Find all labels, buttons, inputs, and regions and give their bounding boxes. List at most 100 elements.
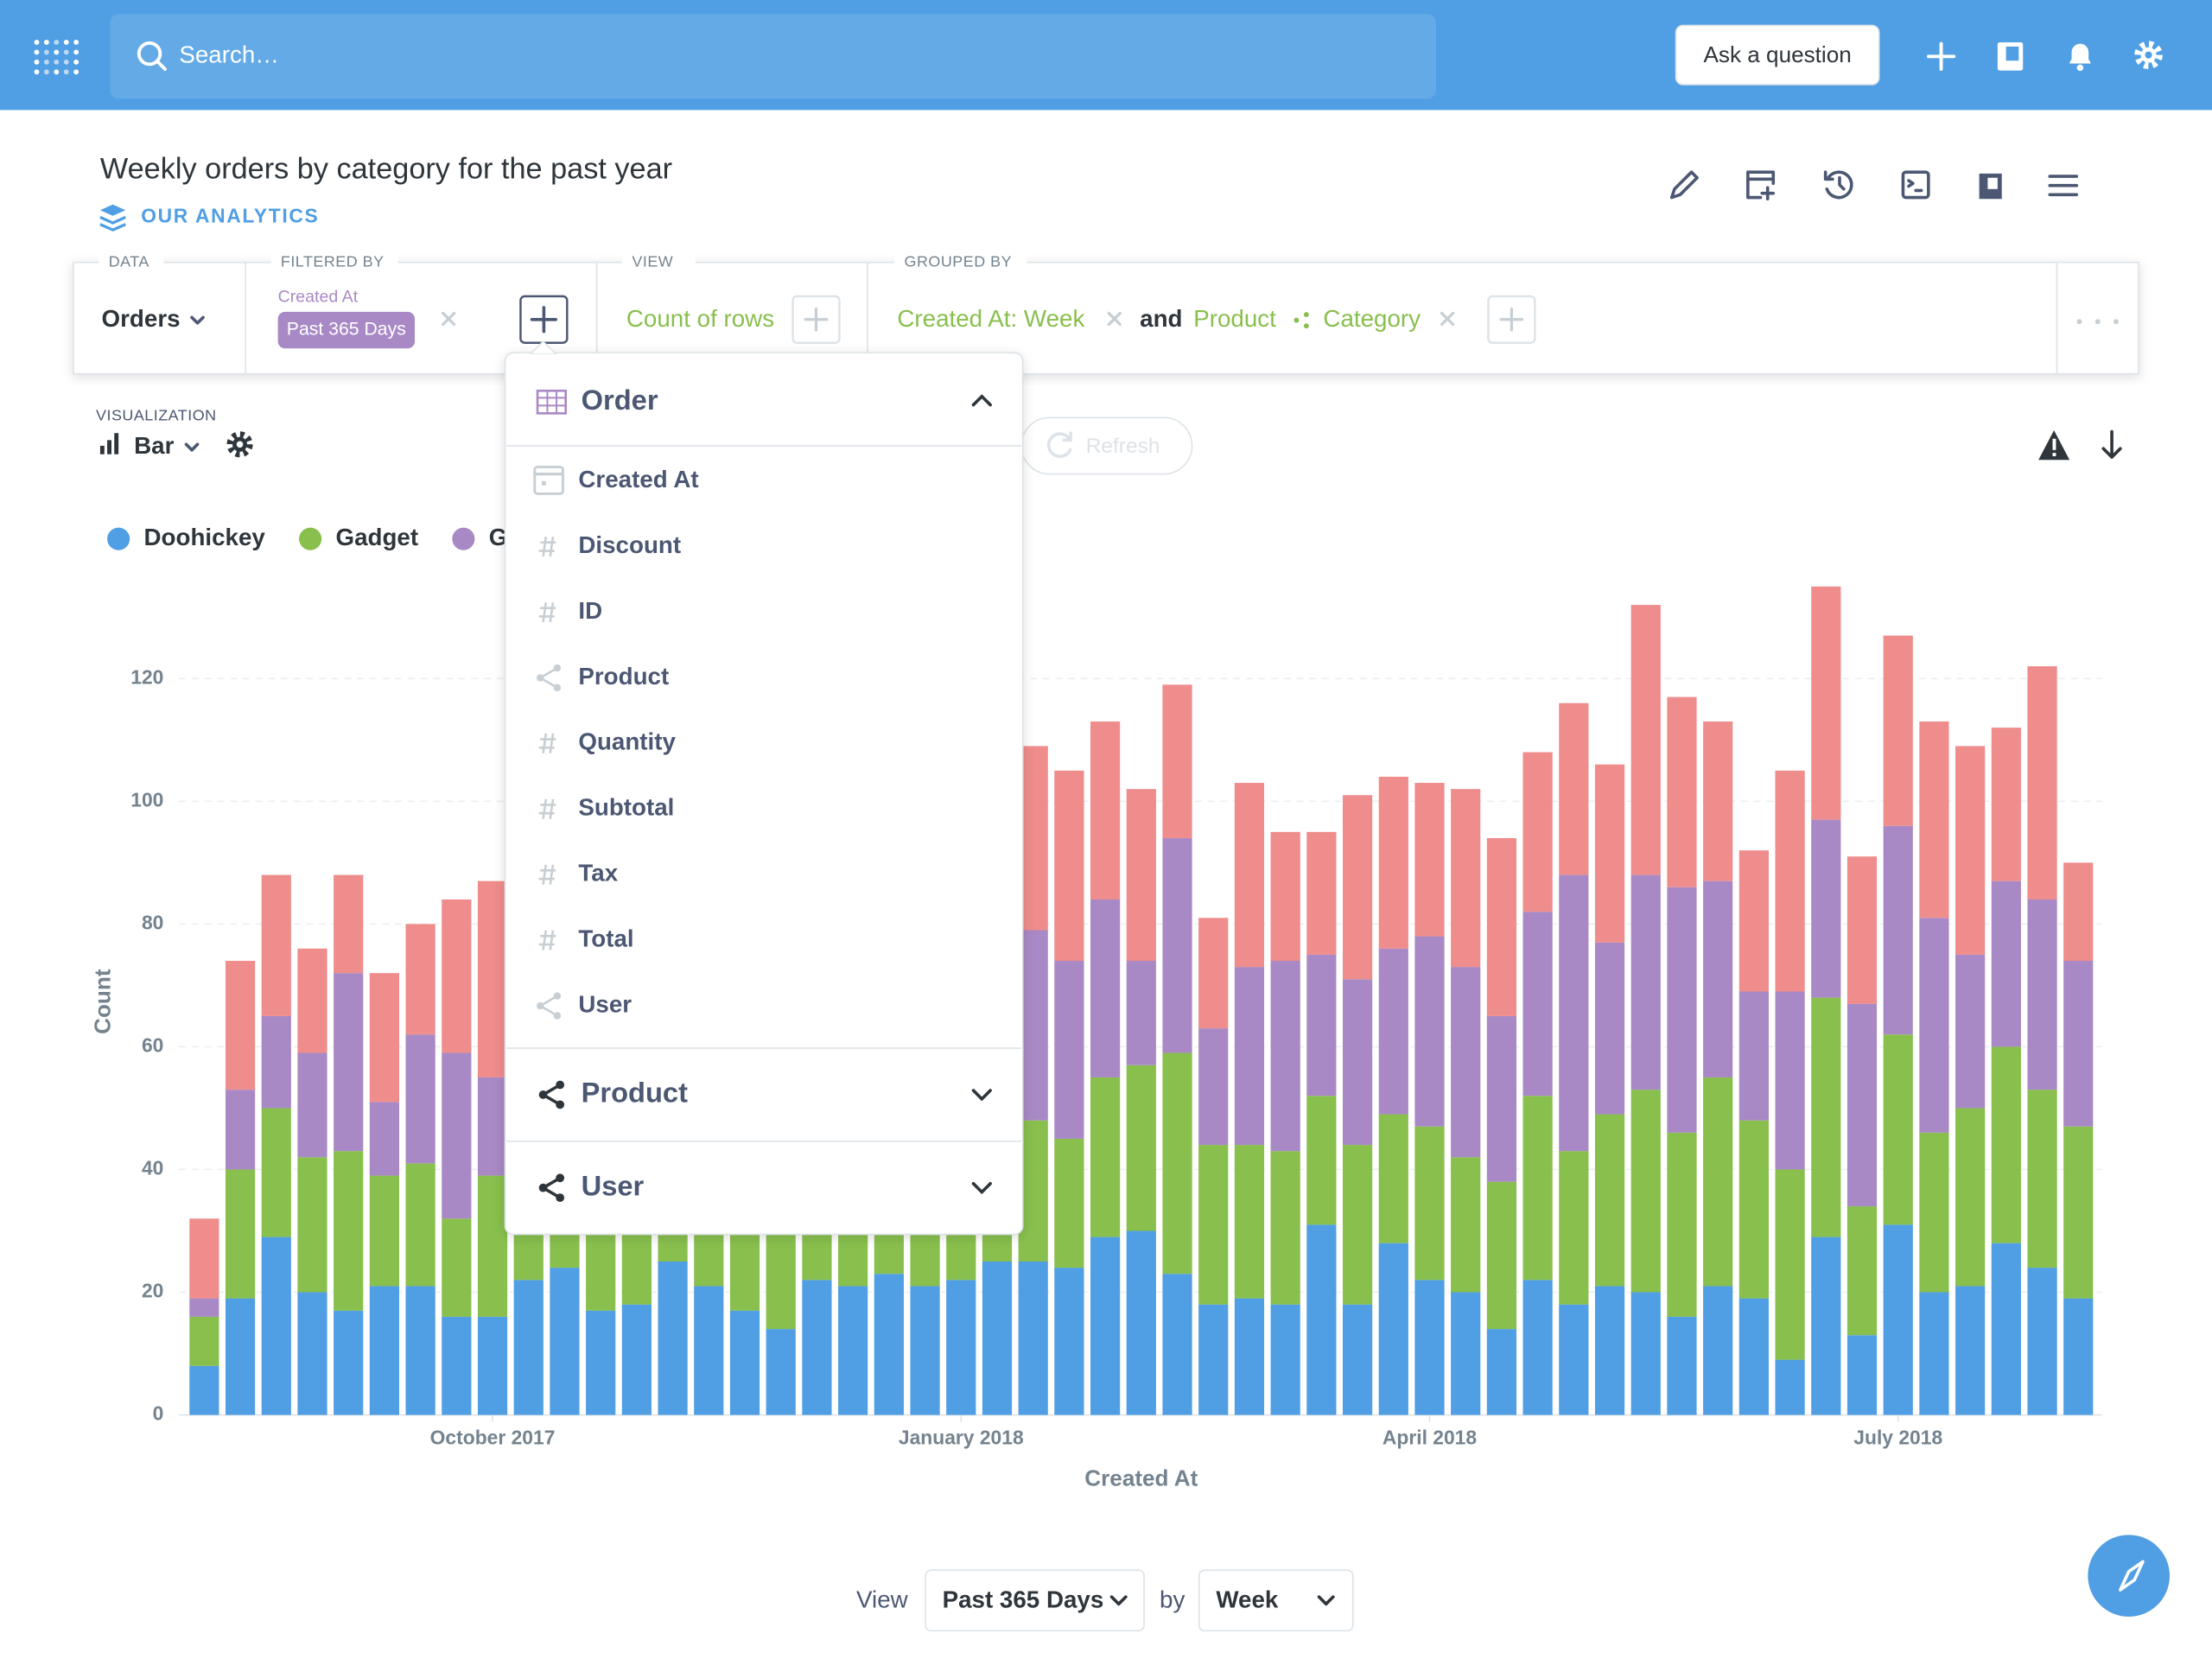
bar-segment [369,1286,400,1415]
breakout[interactable]: Created At: Week [897,305,1084,332]
link-node [538,1090,548,1099]
compass-icon [2119,1560,2145,1592]
field-option[interactable]: User [578,990,632,1017]
unit-select[interactable] [1198,1569,1354,1632]
bar-segment [1919,721,1949,918]
filter-pill[interactable] [277,311,415,349]
bar-segment [1955,1286,1986,1415]
field-option[interactable]: Total [578,925,633,951]
bar-segment [1811,819,1841,998]
plus [1499,307,1524,332]
warning-icon[interactable] [2038,429,2070,461]
y-tick-label: 40 [142,1157,163,1179]
bar-segment [1559,702,1589,875]
add-to-dashboard-icon[interactable] [1746,170,1776,200]
legend-label: Gadget [336,524,419,550]
field-option[interactable]: Created At [578,466,698,493]
bar-segment [1306,1224,1337,1415]
number-icon [538,537,556,557]
viz-settings[interactable] [226,431,253,458]
new-icon[interactable] [1926,41,1956,71]
x-tick-label: January 2018 [899,1426,1024,1448]
bar-segment [1594,764,1625,943]
bar-segment [442,899,472,1053]
bar-segment [1630,874,1661,1090]
browse-icon[interactable] [1997,41,2024,71]
bar-segment [1451,1292,1481,1415]
bar-segment [1991,1243,2021,1415]
explore-button[interactable] [2088,1535,2171,1618]
question-title: Weekly orders by category for the past y… [100,153,672,186]
chevron [1109,1595,1128,1606]
logo[interactable] [34,40,79,75]
breakout-table[interactable]: Product [1193,305,1276,332]
bar-icon [99,433,119,454]
data-table[interactable]: Orders [102,305,181,332]
bar-segment [1883,825,1913,1035]
field-option[interactable]: ID [578,597,602,624]
bar-segment [1090,1236,1121,1415]
field-option[interactable]: Subtotal [578,794,674,821]
unit-value: Week [1216,1586,1279,1612]
bar-segment [586,1310,616,1415]
section-title[interactable]: User [582,1169,645,1201]
bar-segment [1955,746,1986,955]
bar-segment [442,1218,472,1317]
bar-segment [2063,1298,2094,1415]
chart: 0 20 40 60 80 100 120 Count Created At October 20… [90,524,2102,1491]
remove-breakout[interactable] [1440,311,1455,327]
save-icon[interactable] [1979,173,2002,200]
download-icon[interactable] [2101,429,2122,459]
period-value: Past 365 Days [943,1586,1104,1612]
bar-segment [1847,1335,1878,1415]
bar-segment [334,874,364,974]
bar-segment [1486,837,1517,1016]
bar-segment [1630,1292,1661,1415]
more-button[interactable] [2076,319,2119,325]
collection-link[interactable]: OUR ANALYTICS [141,204,319,226]
plus [530,306,558,334]
bar-segment [1342,1304,1373,1415]
bar-segment [1198,1304,1229,1415]
popover-arrow-mask [529,353,557,359]
remove-filter[interactable] [442,311,456,327]
settings-icon[interactable] [2134,41,2163,69]
y-tick-label: 80 [142,911,163,933]
bar-segment [1775,1359,1805,1415]
bar-segment [1162,837,1192,1053]
field-option[interactable]: Product [578,663,669,690]
number-icon [538,601,556,623]
metric[interactable]: Count of rows [626,305,774,332]
bar-segment [1126,1065,1156,1231]
x-tick-label: October 2017 [430,1426,556,1448]
bar-segment [189,1218,219,1299]
section-title[interactable]: Product [582,1077,688,1109]
embed-icon[interactable] [1901,170,1930,200]
notifications-icon[interactable] [2069,43,2091,72]
bar-segment [1630,605,1661,875]
remove-breakout[interactable] [1107,311,1122,327]
history-icon[interactable] [1823,170,1853,200]
breakout-field[interactable]: Category [1323,305,1421,332]
period-select[interactable] [925,1569,1145,1632]
search-box[interactable] [110,14,1437,99]
bar-segment [1594,1114,1625,1287]
bar-segment [1270,961,1300,1152]
field-option[interactable]: Tax [578,860,618,887]
field-option[interactable]: Quantity [578,728,676,755]
bar-segment [1451,1157,1481,1293]
bar-segment [1630,1090,1661,1293]
ask-button[interactable] [1675,24,1880,86]
edit-icon[interactable] [1669,170,1699,200]
field-option[interactable]: Discount [578,531,681,558]
bar-segment [1883,1224,1913,1415]
bar-segment [1306,1096,1337,1225]
viz-type[interactable]: Bar [134,432,174,459]
bar-segment [1703,880,1733,1077]
link-icon [537,664,562,692]
section-title: Order [582,384,658,416]
menu-icon[interactable] [2048,175,2079,197]
bar-segment [1703,1077,1733,1287]
bar-segment [1414,783,1445,937]
